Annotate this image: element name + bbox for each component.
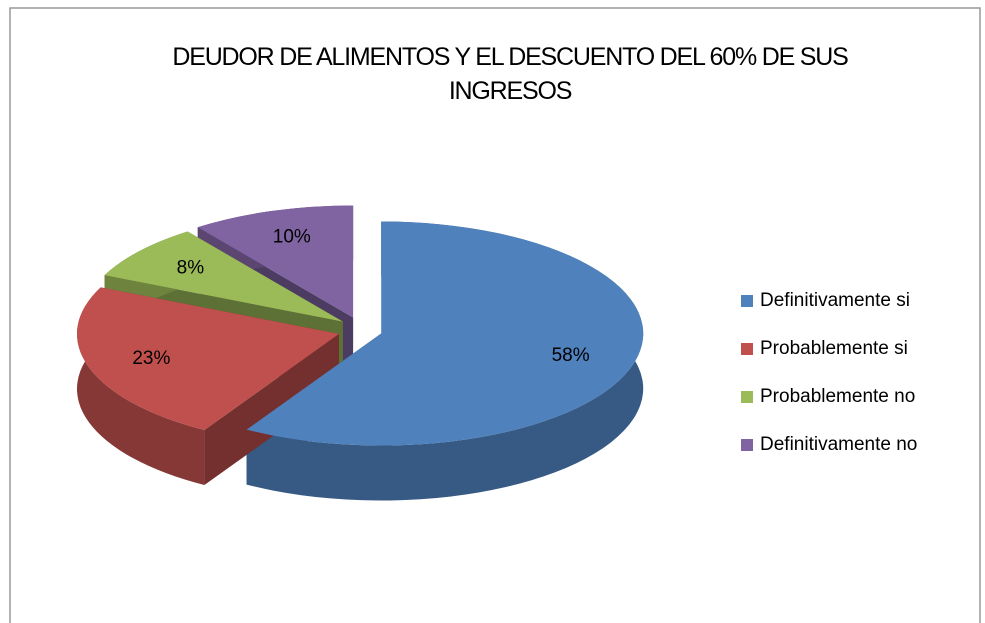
legend-swatch bbox=[741, 343, 753, 355]
slice bbox=[104, 231, 343, 322]
data-label: 58% bbox=[552, 345, 590, 366]
chart-border bbox=[9, 7, 981, 623]
legend-label: Definitivamente no bbox=[760, 434, 917, 455]
slice bbox=[197, 205, 354, 318]
slice-side bbox=[76, 287, 205, 486]
slice bbox=[76, 287, 339, 431]
data-label: 23% bbox=[132, 348, 170, 369]
legend-swatch bbox=[741, 295, 753, 307]
data-label: 8% bbox=[177, 258, 205, 279]
slice bbox=[246, 221, 644, 446]
legend-label: Probablemente no bbox=[760, 386, 915, 407]
legend-swatch bbox=[741, 439, 753, 451]
legend-swatch bbox=[741, 391, 753, 403]
data-label: 10% bbox=[273, 227, 311, 248]
legend-label: Definitivamente si bbox=[760, 290, 910, 311]
chart-title: DEUDOR DE ALIMENTOS Y EL DESCUENTO DEL 6… bbox=[172, 43, 848, 105]
legend-label: Probablemente si bbox=[760, 338, 908, 359]
